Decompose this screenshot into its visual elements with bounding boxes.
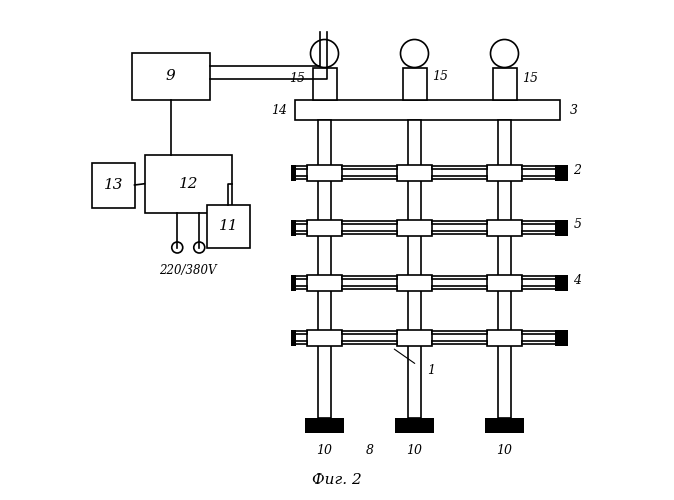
Text: 4: 4 bbox=[574, 274, 582, 286]
Bar bbox=[295, 100, 559, 120]
Text: 13: 13 bbox=[104, 178, 123, 192]
Bar bbox=[342, 166, 397, 169]
Bar bbox=[305, 418, 344, 432]
Bar bbox=[432, 221, 487, 224]
Bar bbox=[342, 341, 397, 344]
Bar bbox=[432, 286, 487, 289]
Bar bbox=[487, 164, 522, 180]
Bar bbox=[397, 274, 432, 290]
Bar bbox=[313, 68, 336, 100]
Bar bbox=[498, 120, 511, 418]
Bar bbox=[342, 231, 397, 234]
Bar bbox=[555, 220, 568, 236]
Bar bbox=[487, 274, 522, 290]
Bar bbox=[432, 231, 487, 234]
Bar bbox=[522, 276, 559, 279]
Text: 15: 15 bbox=[289, 72, 305, 85]
Bar bbox=[295, 221, 307, 224]
Bar bbox=[295, 286, 307, 289]
Text: 10: 10 bbox=[317, 444, 332, 456]
Bar bbox=[295, 276, 307, 279]
Bar bbox=[432, 176, 487, 179]
Bar bbox=[342, 176, 397, 179]
Bar bbox=[342, 331, 397, 334]
Bar bbox=[432, 166, 487, 169]
Bar bbox=[290, 220, 295, 236]
Bar bbox=[295, 341, 307, 344]
Text: 3: 3 bbox=[570, 104, 578, 117]
Bar bbox=[207, 205, 249, 248]
Bar bbox=[485, 418, 524, 432]
Bar bbox=[295, 231, 307, 234]
Bar bbox=[342, 286, 397, 289]
Text: 15: 15 bbox=[522, 72, 539, 85]
Text: 15: 15 bbox=[433, 70, 448, 82]
Text: Фиг. 2: Фиг. 2 bbox=[312, 473, 362, 487]
Bar bbox=[555, 164, 568, 180]
Bar bbox=[307, 164, 342, 180]
Bar bbox=[522, 231, 559, 234]
Bar bbox=[487, 330, 522, 345]
Bar bbox=[295, 331, 307, 334]
Bar bbox=[342, 221, 397, 224]
Bar bbox=[432, 341, 487, 344]
Bar bbox=[522, 166, 559, 169]
Bar bbox=[144, 155, 232, 212]
Bar bbox=[307, 330, 342, 345]
Bar bbox=[432, 331, 487, 334]
Text: 5: 5 bbox=[574, 218, 582, 232]
Text: 2: 2 bbox=[574, 164, 582, 176]
Bar bbox=[522, 341, 559, 344]
Bar bbox=[493, 68, 516, 100]
Bar bbox=[402, 68, 427, 100]
Bar bbox=[487, 220, 522, 236]
Bar bbox=[522, 286, 559, 289]
Bar bbox=[522, 331, 559, 334]
Bar bbox=[92, 162, 135, 208]
Bar bbox=[522, 221, 559, 224]
Text: 11: 11 bbox=[218, 219, 238, 233]
Bar bbox=[318, 120, 331, 418]
Text: 12: 12 bbox=[179, 177, 198, 190]
Bar bbox=[295, 176, 307, 179]
Bar bbox=[555, 330, 568, 345]
Text: 14: 14 bbox=[272, 104, 288, 117]
Bar bbox=[132, 52, 210, 100]
Text: 10: 10 bbox=[406, 444, 423, 456]
Bar bbox=[290, 274, 295, 290]
Bar bbox=[408, 120, 421, 418]
Bar bbox=[307, 274, 342, 290]
Bar bbox=[307, 220, 342, 236]
Bar bbox=[522, 176, 559, 179]
Bar bbox=[397, 220, 432, 236]
Bar bbox=[397, 164, 432, 180]
Bar bbox=[395, 418, 434, 432]
Bar bbox=[290, 330, 295, 345]
Text: 9: 9 bbox=[166, 69, 176, 83]
Text: 220/380V: 220/380V bbox=[160, 264, 217, 276]
Text: 8: 8 bbox=[365, 444, 373, 456]
Bar bbox=[342, 276, 397, 279]
Bar bbox=[397, 330, 432, 345]
Bar bbox=[290, 164, 295, 180]
Bar bbox=[432, 276, 487, 279]
Text: 1: 1 bbox=[427, 364, 435, 376]
Text: 10: 10 bbox=[497, 444, 512, 456]
Bar bbox=[295, 166, 307, 169]
Bar bbox=[555, 274, 568, 290]
